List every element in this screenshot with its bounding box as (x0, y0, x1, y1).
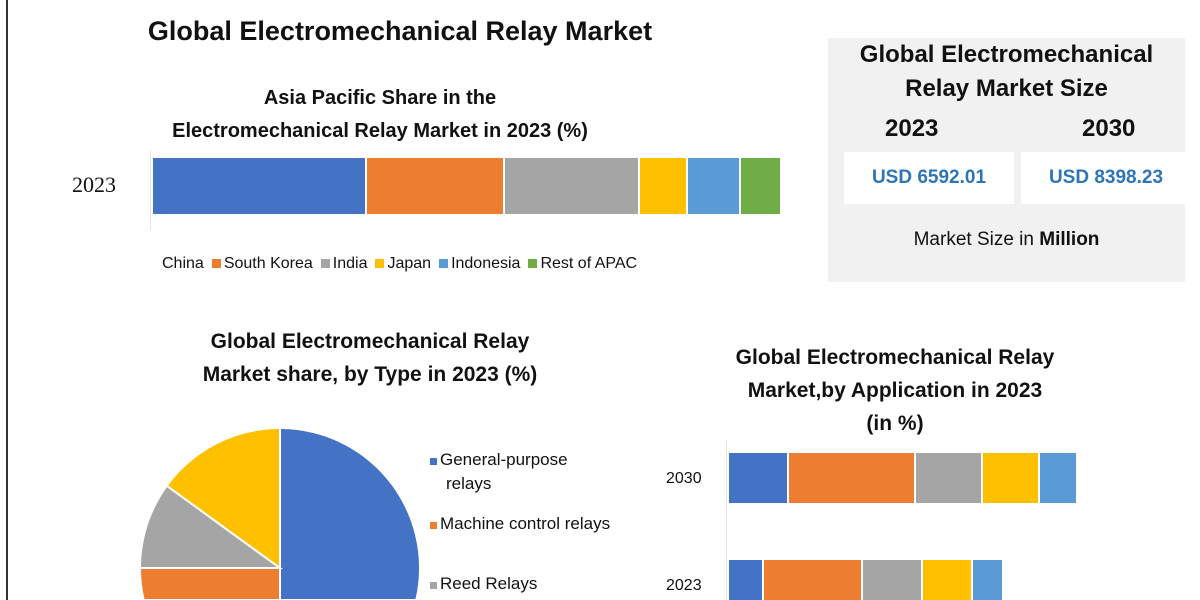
legend-label: China (162, 255, 204, 272)
app-title-line2: Market,by Application in 2023 (747, 379, 1043, 402)
bar-segment (863, 560, 922, 600)
bar-segment (983, 453, 1038, 503)
bar-segment (1039, 453, 1077, 503)
pie-slice (165, 427, 281, 570)
apac-legend: China South Korea India Japan Indonesia Rest … (150, 255, 637, 273)
pie-legend-item: Machine control relays (430, 512, 610, 536)
type-title-line2: Market share, by Type in 2023 (%) (202, 363, 538, 386)
bar-segment (687, 158, 740, 214)
legend-swatch (528, 259, 538, 268)
app-title-line3: (in %) (866, 412, 924, 435)
bar-segment (741, 158, 780, 214)
axis-line (726, 440, 727, 600)
value-2030: USD 8398.23 (1021, 152, 1191, 204)
bar-segment (640, 158, 686, 214)
bar-segment (729, 453, 787, 503)
apac-title-line1: Asia Pacific Share in the (263, 87, 497, 109)
pie-legend-item: Reed Relays (430, 572, 610, 596)
pie-slice (139, 484, 284, 569)
pie-slice (139, 567, 281, 600)
size-heading-line2: Relay Market Size (905, 75, 1108, 102)
app-title-line1: Global Electromechanical Relay (735, 346, 1055, 369)
legend-item: China (150, 255, 204, 273)
type-pie-chart (139, 427, 421, 600)
legend-swatch (150, 259, 159, 268)
legend-item: Indonesia (439, 255, 520, 273)
bar-segment (153, 158, 365, 214)
pie-legend-label: Reed Relays (440, 574, 538, 593)
legend-label: Indonesia (451, 255, 521, 272)
axis-line (150, 150, 151, 230)
apac-chart-title: Asia Pacific Share in the Electromechani… (140, 82, 620, 148)
pie-legend-label: relays (446, 474, 492, 493)
legend-label: Japan (387, 255, 432, 272)
legend-label: South Korea (223, 255, 313, 272)
legend-swatch (211, 259, 221, 268)
pie-slice (279, 427, 421, 600)
bar-segment (366, 158, 504, 214)
bar-segment (916, 453, 982, 503)
bar-segment (764, 560, 862, 600)
frame-border (6, 0, 8, 600)
legend-item: Japan (375, 255, 431, 273)
application-chart-title: Global Electromechanical Relay Market,by… (690, 341, 1100, 440)
value-2023: USD 6592.01 (844, 152, 1014, 204)
category-label: 2030 (666, 470, 702, 487)
category-label: 2023 (666, 577, 702, 594)
main-title: Global Electromechanical Relay Market (147, 16, 653, 46)
bar-segment (923, 560, 971, 600)
pie-legend-label: Machine control relays (440, 514, 611, 533)
year-2023: 2023 (885, 115, 939, 142)
size-heading: Global Electromechanical Relay Market Si… (828, 38, 1185, 106)
legend-swatch (439, 259, 449, 268)
market-size-box: Global Electromechanical Relay Market Si… (828, 38, 1191, 282)
note-prefix: Market Size in (913, 229, 1040, 250)
bar-segment (972, 560, 1003, 600)
bar-segment (729, 560, 763, 600)
category-label: 2023 (72, 172, 116, 197)
apac-chart: 2023 (0, 150, 800, 230)
legend-item: Rest of APAC (528, 255, 637, 273)
legend-swatch (375, 259, 385, 268)
pie-legend-label: General-purpose (440, 450, 568, 469)
legend-item: South Korea (211, 255, 313, 273)
type-title-line1: Global Electromechanical Relay (210, 330, 530, 353)
year-2030: 2030 (1082, 115, 1136, 142)
pie-legend: General-purpose relays Machine control re… (430, 448, 610, 596)
legend-label: Rest of APAC (540, 255, 638, 272)
application-chart: 2030 2023 (640, 440, 1200, 600)
legend-label: India (332, 255, 368, 272)
bar-segment (789, 453, 915, 503)
size-heading-line1: Global Electromechanical (859, 41, 1154, 68)
pie-legend-item: General-purpose relays (430, 448, 610, 496)
legend-item: India (320, 255, 368, 273)
size-note: Market Size in Million (828, 229, 1185, 251)
bar-segment (505, 158, 639, 214)
legend-swatch (320, 259, 330, 268)
apac-title-line2: Electromechanical Relay Market in 2023 (… (172, 120, 588, 142)
type-chart-title: Global Electromechanical Relay Market sh… (150, 325, 590, 391)
note-unit: Million (1039, 229, 1100, 250)
